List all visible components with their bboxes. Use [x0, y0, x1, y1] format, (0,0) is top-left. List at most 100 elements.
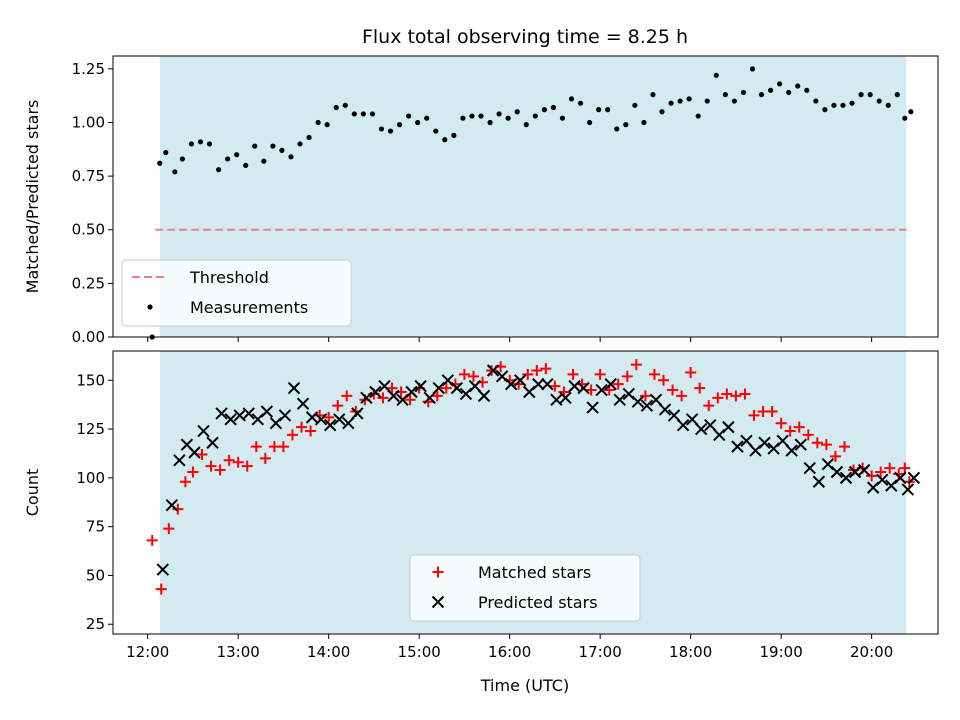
y-tick-label: 50 [86, 566, 105, 584]
measurement-point [496, 111, 502, 117]
predicted-point [197, 424, 210, 438]
measurement-point [532, 113, 538, 119]
matched-point [277, 441, 289, 453]
count-panel: 25 50 75 100 125 150 12:00 13:00 14:00 15:00 16:0… [23, 350, 939, 695]
matched-point [748, 409, 760, 421]
matched-point [585, 384, 597, 396]
matched-point [341, 390, 353, 402]
predicted-point [568, 379, 581, 393]
count-y-ticks: 25 50 75 100 125 150 [76, 371, 113, 633]
measurement-point [306, 134, 312, 141]
predicted-point [722, 420, 735, 434]
count-x-ticks: 12:00 13:00 14:00 15:00 16:00 17:00 18:00 19:00… [126, 634, 893, 661]
measurement-point [442, 137, 448, 143]
measurement-point [885, 102, 891, 108]
measurement-point [433, 128, 439, 134]
predicted-point [604, 377, 617, 391]
ratio-x-ticks [147, 337, 873, 342]
matched-point [612, 378, 624, 390]
measurement-point [804, 87, 810, 93]
matched-point [621, 370, 633, 382]
measurement-point [822, 107, 828, 113]
matched-point [286, 429, 298, 441]
matched-point [793, 421, 805, 433]
measurement-point [360, 111, 366, 117]
measurement-point [333, 104, 339, 111]
x-tick-label: 15:00 [398, 643, 441, 661]
matched-point [250, 441, 262, 453]
predicted-point [830, 465, 844, 479]
ratio-marks [149, 66, 914, 340]
measurement-point [605, 107, 611, 113]
legend-label: Threshold [189, 268, 269, 287]
measurement-point [668, 100, 674, 106]
x-tick-label: 16:00 [488, 643, 531, 661]
predicted-point [676, 418, 690, 432]
measurement-point [478, 113, 484, 119]
x-tick-label: 19:00 [760, 643, 803, 661]
measurement-point [740, 89, 747, 96]
measurement-point [586, 119, 593, 126]
matched-point [296, 421, 308, 433]
predicted-point [550, 393, 563, 407]
predicted-point [242, 407, 255, 420]
matched-point [467, 370, 479, 382]
matched-point [323, 411, 335, 423]
ratio-plot-frame [112, 55, 939, 338]
measurement-point [831, 102, 837, 108]
matched-point [712, 392, 724, 404]
predicted-point [351, 407, 364, 420]
measurement-point [849, 100, 855, 106]
matched-point [187, 466, 199, 478]
measurement-point [550, 104, 557, 111]
predicted-point [287, 381, 301, 395]
predicted-point [188, 446, 201, 459]
measurement-point [279, 147, 285, 153]
measurement-point [188, 141, 195, 147]
predicted-point [595, 383, 608, 397]
y-tick-label: 0.00 [72, 328, 105, 346]
predicted-point [857, 463, 871, 477]
ratio-panel: 0.00 0.25 0.50 0.75 1.00 1.25 Matched/Predict… [23, 55, 939, 346]
matched-point [146, 534, 158, 546]
matched-point [386, 382, 398, 394]
measurement-point [270, 143, 276, 149]
legend-box [121, 259, 352, 327]
chart-title: Flux total observing time = 8.25 h [362, 26, 688, 48]
predicted-point [405, 385, 418, 399]
predicted-point [450, 381, 464, 395]
measurement-point [777, 81, 783, 87]
measurement-point [451, 132, 457, 138]
matched-point [431, 390, 443, 402]
measurement-point [677, 98, 683, 104]
measurement-point [813, 98, 819, 104]
matched-point [594, 368, 606, 380]
matched-point [458, 368, 470, 380]
legend-matched-swatch [432, 566, 444, 578]
matched-point [305, 425, 317, 437]
ratio-legend: Threshold Measurements [121, 259, 352, 327]
y-tick-label: 1.25 [72, 60, 105, 78]
measurement-point [758, 92, 765, 98]
predicted-point [695, 422, 708, 436]
measurement-point [243, 162, 249, 168]
predicted-point [156, 563, 169, 576]
count-marks [146, 359, 921, 595]
y-tick-label: 75 [86, 518, 105, 536]
measurement-point [387, 128, 394, 134]
predicted-point [296, 397, 310, 410]
predicted-point [323, 418, 337, 432]
measurement-point [840, 102, 846, 108]
matched-point [440, 382, 452, 394]
predicted-point [731, 440, 744, 453]
measurement-point [722, 92, 728, 98]
predicted-point [685, 413, 699, 426]
x-tick-label: 13:00 [217, 643, 260, 661]
matched-point [172, 503, 184, 515]
matched-point [784, 425, 796, 437]
matched-point [685, 366, 697, 378]
measurement-point [902, 115, 908, 121]
measurement-point [858, 92, 864, 98]
predicted-point [333, 413, 346, 426]
measurement-point [541, 107, 547, 113]
